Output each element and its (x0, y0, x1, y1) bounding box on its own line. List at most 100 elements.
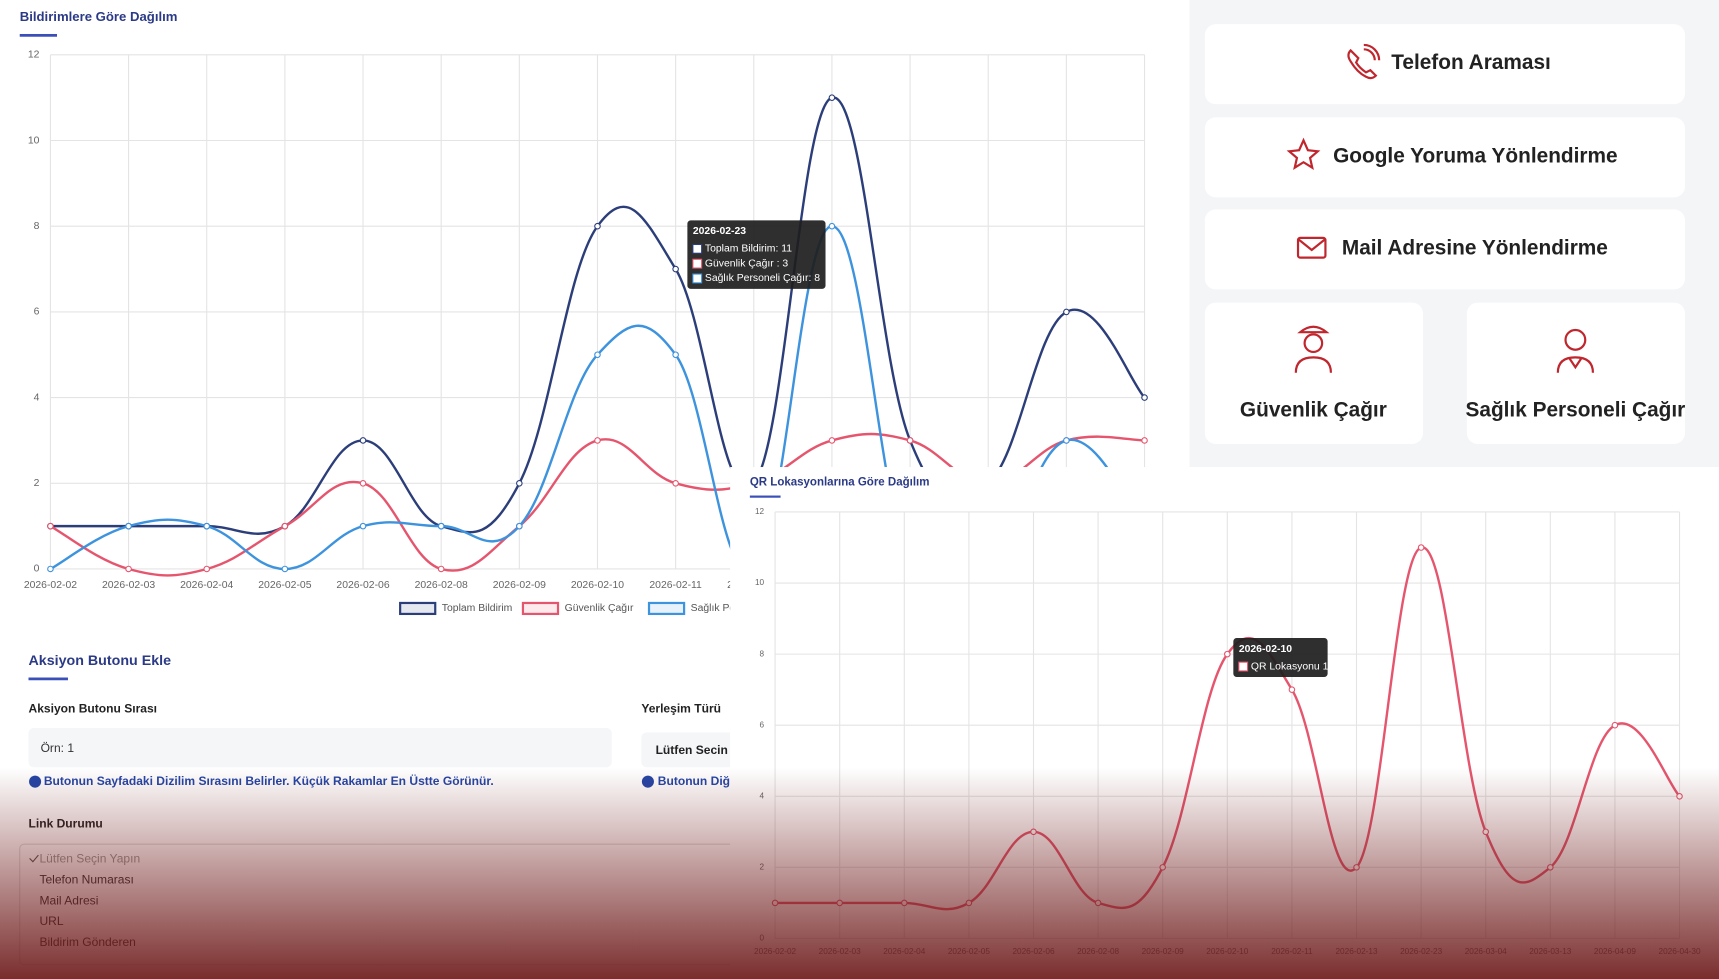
x-tick-label: 2026-02-10 (1206, 947, 1248, 956)
y-tick-label: 8 (760, 649, 765, 658)
x-tick-label: 2026-02-02 (24, 580, 77, 591)
button-card[interactable] (1204, 209, 1686, 290)
option[interactable]: Mail Adresi (39, 893, 98, 907)
data-point (771, 899, 779, 907)
star-icon (1286, 137, 1321, 171)
x-tick-label: 2026-02-03 (819, 947, 861, 956)
button-card[interactable] (1204, 302, 1423, 445)
data-point (203, 565, 211, 573)
form-title: Aksiyon Butonu Ekle (29, 653, 172, 669)
data-point (281, 522, 289, 530)
data-point (203, 522, 211, 530)
x-tick-label: 2026-02-11 (649, 580, 702, 591)
x-tick-label: 2026-03-13 (1529, 947, 1571, 956)
help-text: Butonun Diğ (658, 774, 730, 788)
x-tick-label: 2026-02-04 (883, 947, 925, 956)
button-label: Google Yoruma Yönlendirme (1333, 144, 1618, 167)
tooltip-line: QR Lokasyonu 1: 8 (1251, 661, 1340, 672)
x-tick-label: 2026-02-05 (258, 580, 311, 591)
option[interactable]: URL (39, 914, 63, 928)
button-label: Telefon Araması (1391, 51, 1551, 74)
x-tick-label: 2026-02-23 (1400, 947, 1442, 956)
data-point (828, 94, 836, 101)
field-label: Link Durumu (29, 817, 103, 831)
data-point (1611, 721, 1619, 729)
data-point (594, 351, 601, 359)
data-point (1030, 828, 1037, 836)
y-tick-label: 2 (760, 863, 765, 872)
chart-card: QR Lokasyonlarına Göre Dağılım 0 2 4 6 8 10 12… (730, 467, 1719, 979)
tooltip-title: 2026-02-23 (693, 226, 746, 237)
data-point (359, 437, 367, 444)
info-icon (29, 775, 42, 788)
x-tick-label: 2026-02-04 (180, 580, 233, 591)
x-tick-label: 2026-04-30 (1659, 947, 1701, 956)
data-point (516, 522, 523, 530)
data-point (47, 565, 54, 573)
y-tick-label: 0 (34, 564, 40, 575)
y-tick-label: 12 (755, 507, 765, 516)
data-point (1224, 650, 1231, 658)
data-point (1482, 828, 1490, 836)
legend-label: Toplam Bildirim (442, 603, 513, 614)
data-point (672, 479, 679, 487)
data-point (836, 899, 843, 907)
data-point (672, 265, 679, 273)
x-tick-label: 2026-02-03 (102, 580, 155, 591)
data-point (125, 522, 132, 530)
y-tick-label: 12 (28, 50, 40, 61)
y-tick-label: 4 (34, 392, 40, 403)
chart-title: QR Lokasyonlarına Göre Dağılım (750, 476, 930, 488)
y-tick-label: 10 (28, 135, 40, 146)
data-point (1288, 686, 1296, 693)
tooltip-title: 2026-02-10 (1239, 644, 1292, 655)
tooltip (1233, 638, 1328, 677)
button-card[interactable] (1204, 24, 1686, 105)
medic-icon (1564, 328, 1587, 351)
data-point (672, 351, 679, 359)
data-point (828, 222, 836, 230)
data-point (1159, 864, 1166, 871)
phone-icon (1347, 43, 1381, 80)
data-point (1676, 792, 1683, 800)
tooltip-swatch (692, 258, 703, 269)
input[interactable] (28, 727, 612, 768)
button-card[interactable] (1204, 117, 1686, 198)
y-tick-label: 4 (760, 791, 765, 800)
data-point (1141, 437, 1148, 444)
option[interactable]: Lütfen Seçin Yapın (39, 852, 140, 866)
button-label: Mail Adresine Yönlendirme (1342, 236, 1608, 259)
x-tick-label: 2026-02-09 (1142, 947, 1184, 956)
data-point (1141, 394, 1148, 401)
tooltip-line: Güvenlik Çağır : 3 (705, 258, 788, 269)
data-point (828, 437, 836, 444)
y-tick-label: 6 (34, 307, 40, 318)
option[interactable]: Telefon Numarası (39, 873, 133, 887)
tooltip-swatch (1238, 661, 1249, 672)
button-card[interactable] (1466, 302, 1686, 445)
field-label: Aksiyon Butonu Sırası (29, 701, 158, 715)
y-tick-label: 0 (760, 934, 765, 943)
x-tick-label: 2026-02-11 (1271, 947, 1313, 956)
data-point (901, 899, 908, 907)
data-point (1094, 899, 1102, 907)
option[interactable]: Bildirim Gönderen (39, 935, 135, 949)
mail-icon (1296, 236, 1327, 259)
x-tick-label: 2026-02-05 (948, 947, 990, 956)
y-tick-label: 10 (755, 578, 765, 587)
guard-icon (1303, 333, 1324, 354)
form-card: Aksiyon Butonu Ekle Aksiyon Butonu Sıras… (10, 627, 773, 979)
select-value: Lütfen Secin (656, 743, 728, 757)
data-point (125, 565, 132, 573)
info-icon (641, 775, 654, 788)
data-point (437, 522, 445, 530)
tooltip-swatch (692, 243, 703, 254)
x-tick-label: 2026-02-10 (571, 580, 624, 591)
x-tick-label: 2026-02-06 (1012, 947, 1054, 956)
legend-label: Güvenlik Çağır (565, 603, 634, 614)
y-tick-label: 8 (34, 221, 40, 232)
data-point (906, 437, 914, 444)
x-tick-label: 2026-02-08 (415, 580, 468, 591)
button-label: Güvenlik Çağır (1240, 399, 1387, 422)
